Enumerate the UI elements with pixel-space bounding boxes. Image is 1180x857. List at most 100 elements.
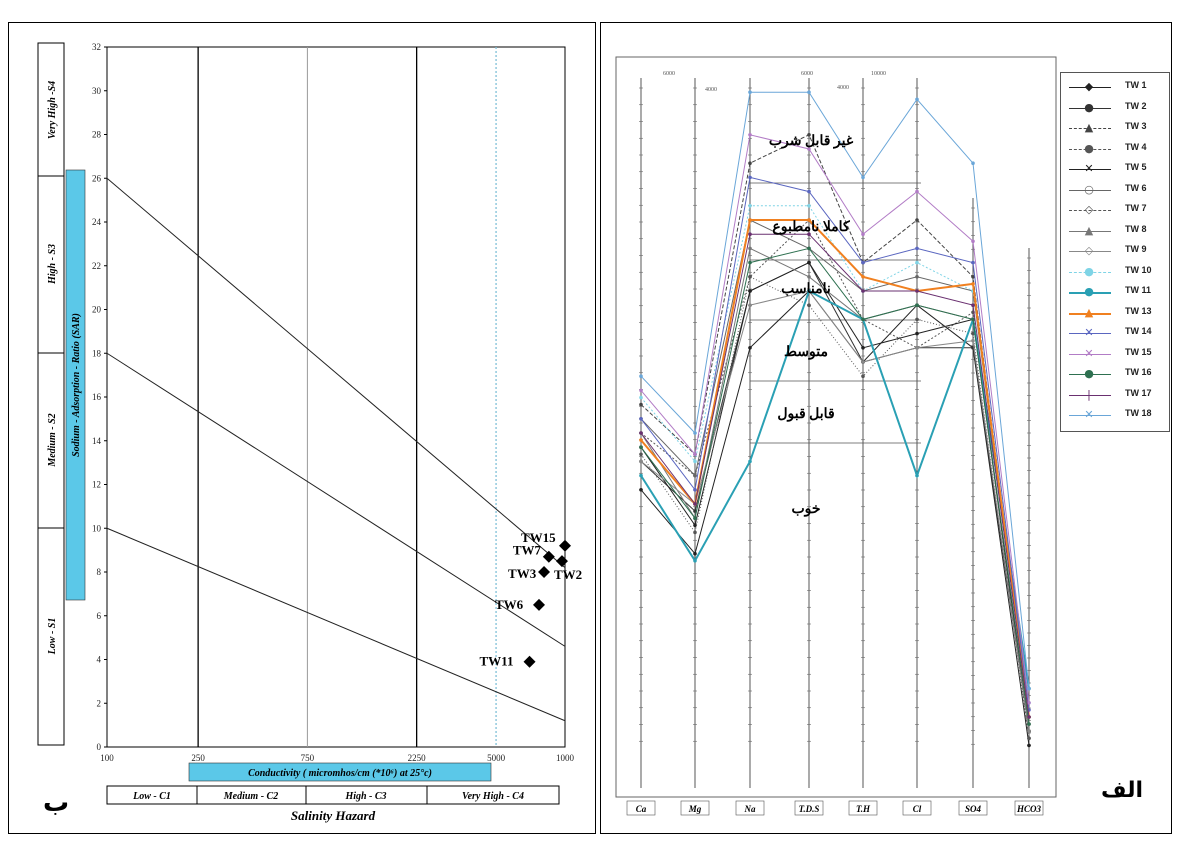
data-point xyxy=(559,539,571,552)
data-point xyxy=(542,550,555,563)
bottom-axis-label: T.D.S xyxy=(799,804,820,814)
series-point xyxy=(1027,729,1031,733)
series-point xyxy=(915,246,919,251)
series-point xyxy=(971,275,975,279)
y-tick-label: 22 xyxy=(92,261,101,271)
legend-label: TW 9 xyxy=(1125,244,1147,254)
series-point xyxy=(693,523,697,528)
legend-marker: ● xyxy=(1084,285,1094,298)
legend-line xyxy=(1069,169,1111,170)
legend-label: TW 4 xyxy=(1125,141,1147,152)
series-point xyxy=(693,431,697,435)
legend-item: ▲ TW 3 xyxy=(1065,120,1169,138)
legend-item: ● TW 4 xyxy=(1065,141,1169,159)
legend-label: TW 17 xyxy=(1125,387,1152,398)
sodium-class-label: High - S3 xyxy=(47,244,58,285)
series-point xyxy=(915,218,919,222)
series-point xyxy=(915,275,919,279)
sodium-class-column: Very High -S4 High - S3 Medium - S2 Low … xyxy=(37,42,65,746)
bottom-axis-label: Mg xyxy=(688,804,702,814)
sodium-class-label: Medium - S2 xyxy=(47,413,58,467)
zone-label: غير قابل شرب xyxy=(769,134,854,149)
y-tick-label: 16 xyxy=(92,392,102,402)
bottom-axis-box xyxy=(848,800,878,816)
legend-line xyxy=(1069,148,1111,150)
conductivity-label-bar xyxy=(188,762,492,782)
point-label: TW6 xyxy=(495,597,524,612)
series-point xyxy=(861,346,865,350)
legend-line xyxy=(1069,394,1111,396)
top-tick-label: 4000 xyxy=(705,87,717,93)
legend-item: ● TW 16 xyxy=(1065,366,1169,384)
legend-marker: ○ xyxy=(1084,182,1094,196)
bottom-axis-box xyxy=(680,800,710,816)
wilcox-panel: Very High -S4 High - S3 Medium - S2 Low … xyxy=(8,22,596,834)
series-point xyxy=(861,317,865,322)
legend-line xyxy=(1069,251,1111,252)
zone-label: خوب xyxy=(791,502,820,517)
series-point xyxy=(748,459,752,464)
x-tick-label: 2250 xyxy=(408,753,427,763)
series-point xyxy=(693,473,697,478)
salinity-hazard-title: Salinity Hazard xyxy=(291,808,376,823)
x-tick-label: 750 xyxy=(301,753,315,763)
series-point xyxy=(639,402,643,407)
data-point xyxy=(523,655,536,668)
series-point xyxy=(971,317,975,322)
series-point xyxy=(693,502,697,506)
series-point xyxy=(915,331,919,336)
series-point xyxy=(748,232,752,236)
legend-line xyxy=(1069,210,1111,211)
legend-label: TW 13 xyxy=(1125,305,1152,316)
x-tick-label: 5000 xyxy=(487,753,506,763)
series-point xyxy=(748,161,752,165)
legend-line xyxy=(1069,415,1111,416)
y-tick-label: 20 xyxy=(92,305,102,315)
series-line xyxy=(640,289,1030,689)
legend-item: ✕ TW 14 xyxy=(1065,325,1169,343)
y-tick-label: 0 xyxy=(97,742,102,752)
wilcox-chart: Very High -S4 High - S3 Medium - S2 Low … xyxy=(37,42,582,823)
bottom-axis-box xyxy=(794,800,824,816)
y-tick-label: 8 xyxy=(97,567,102,577)
series-point xyxy=(807,303,811,308)
legend-label: TW 18 xyxy=(1125,408,1152,418)
schoeller-chart: 6000 4000 6000 10000 4000 غير قابل شرب كاملا… xyxy=(615,56,1057,816)
bottom-axis-label: Na xyxy=(744,804,756,814)
series-line xyxy=(640,134,1030,718)
legend-marker: ● xyxy=(1084,264,1094,278)
legend-marker: ◇ xyxy=(1084,244,1094,257)
salinity-class-label: Medium - C2 xyxy=(223,791,278,802)
legend-marker: ✕ xyxy=(1084,408,1094,421)
zone-label: متوسط xyxy=(784,345,828,360)
legend-item: ▲ TW 8 xyxy=(1065,223,1169,241)
legend-label: TW 5 xyxy=(1125,162,1147,172)
salinity-class-label: High - C3 xyxy=(344,791,386,802)
series-point xyxy=(748,303,752,308)
legend-label: TW 3 xyxy=(1125,121,1147,131)
series-point xyxy=(639,473,643,478)
zone-label: نامناسب xyxy=(781,282,831,297)
series-point xyxy=(639,438,643,442)
y-tick-label: 26 xyxy=(92,173,102,183)
top-tick-label: 10000 xyxy=(871,71,886,77)
sar-label-bar xyxy=(65,169,86,601)
legend-item: ● TW 10 xyxy=(1065,264,1169,282)
series-point xyxy=(693,516,697,520)
legend-line xyxy=(1069,312,1111,315)
series-point xyxy=(748,346,752,350)
zone-label: قابل قبول xyxy=(777,407,834,422)
legend-line xyxy=(1069,128,1111,129)
data-point xyxy=(538,566,551,578)
point-label: TW15 xyxy=(521,530,556,545)
y-tick-label: 30 xyxy=(92,86,102,96)
legend-label: TW 2 xyxy=(1125,100,1147,111)
series-point xyxy=(639,431,643,435)
legend-item: ● TW 11 xyxy=(1065,284,1169,302)
legend-marker: | xyxy=(1087,387,1091,401)
series-point xyxy=(807,260,811,265)
legend-line xyxy=(1069,292,1111,294)
series-point xyxy=(807,289,811,293)
series-point xyxy=(639,488,643,492)
series-line xyxy=(640,276,1030,739)
